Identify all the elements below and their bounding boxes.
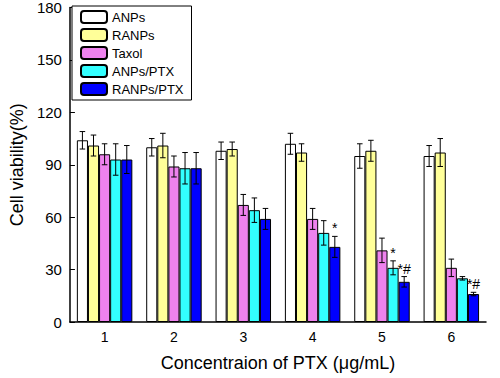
svg-text:3: 3: [239, 329, 247, 345]
svg-text:Concentraion of PTX (μg/mL): Concentraion of PTX (μg/mL): [161, 353, 395, 373]
svg-text:60: 60: [45, 209, 62, 226]
svg-text:90: 90: [45, 156, 62, 173]
svg-text:*#: *#: [467, 276, 480, 292]
svg-text:4: 4: [309, 329, 317, 345]
svg-text:120: 120: [37, 104, 62, 121]
svg-text:2: 2: [170, 329, 178, 345]
svg-text:*: *: [390, 245, 396, 261]
svg-text:5: 5: [378, 329, 386, 345]
svg-text:150: 150: [37, 51, 62, 68]
svg-text:0: 0: [54, 314, 62, 331]
svg-text:*: *: [332, 220, 338, 236]
svg-text:1: 1: [101, 329, 109, 345]
svg-text:30: 30: [45, 261, 62, 278]
svg-text:RANPs/PTX: RANPs/PTX: [112, 82, 184, 97]
svg-text:Taxol: Taxol: [112, 46, 142, 61]
svg-text:180: 180: [37, 0, 62, 16]
svg-text:*#: *#: [398, 261, 411, 277]
svg-text:ANPs/PTX: ANPs/PTX: [112, 64, 174, 79]
svg-text:ANPs: ANPs: [112, 10, 146, 25]
svg-text:RANPs: RANPs: [112, 28, 155, 43]
svg-text:Cell viability(%): Cell viability(%): [7, 103, 27, 226]
svg-text:6: 6: [447, 329, 455, 345]
